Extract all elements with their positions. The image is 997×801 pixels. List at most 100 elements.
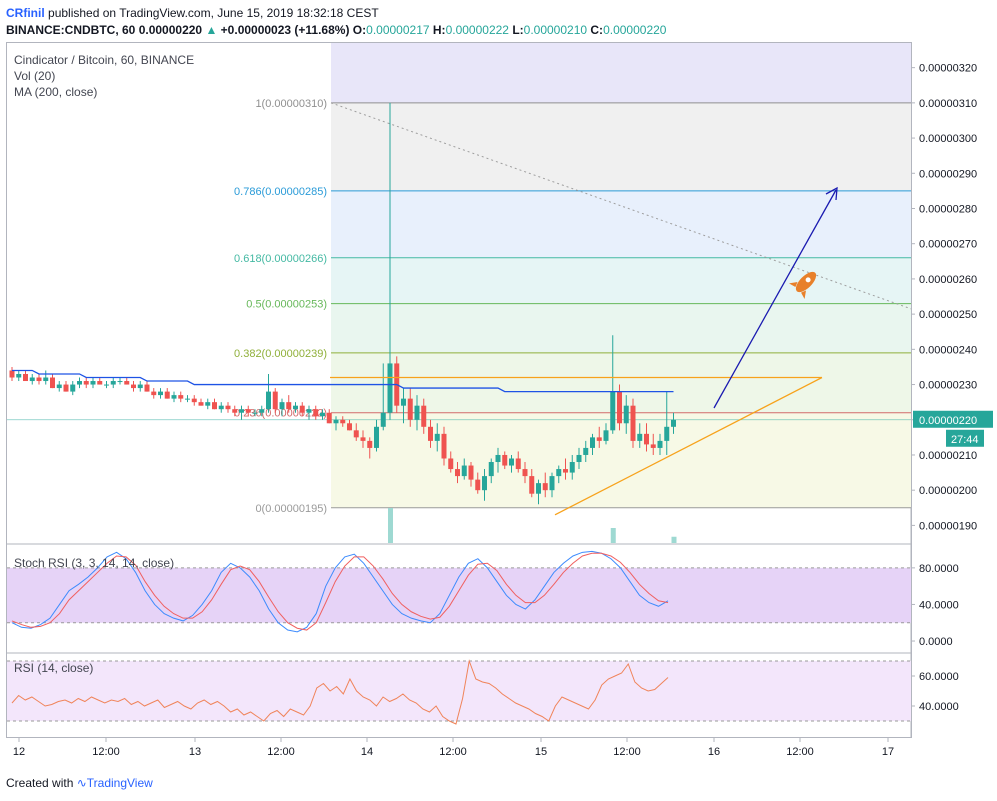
candle-body: [259, 409, 265, 413]
candle-body: [434, 433, 440, 441]
candle-body: [502, 454, 508, 466]
y-tick-label: 0.00000230: [919, 380, 977, 392]
last-price-badge: [913, 410, 993, 428]
candle-body: [313, 409, 319, 417]
fib-zone: [331, 102, 911, 191]
y-tick-label: 0.00000210: [919, 450, 977, 462]
candle-body: [367, 440, 373, 448]
candle-body: [23, 373, 28, 382]
high-label: H:: [432, 23, 446, 37]
x-tick-label: 14: [361, 746, 373, 758]
candle-body: [16, 373, 22, 378]
candle-body: [56, 384, 62, 389]
header-publish-line: CRfinil published on TradingView.com, Ju…: [6, 6, 379, 20]
rocket-body: [795, 271, 817, 293]
up-triangle-icon: ▲: [205, 23, 218, 37]
candle-body: [70, 384, 76, 392]
target-arrow: [713, 189, 837, 409]
close-label: C:: [590, 23, 604, 37]
candle-body: [36, 377, 42, 382]
rsi-line: [11, 659, 669, 725]
published-text: published on TradingView.com, June 15, 2…: [48, 6, 379, 20]
candle-body: [326, 412, 332, 424]
fib-level-label: 0.618(0.00000266): [234, 253, 327, 265]
y-tick-label: 0.00000200: [919, 485, 977, 497]
candle-body: [610, 391, 616, 431]
tradingview-brand[interactable]: TradingView: [86, 776, 153, 790]
candle-body: [212, 402, 217, 410]
candle-body: [623, 405, 629, 424]
rocket-fins: [789, 282, 806, 299]
candle-body: [488, 462, 494, 477]
volume-bar: [671, 536, 677, 543]
x-tick-label: 13: [189, 746, 201, 758]
tradingview-logo-icon: ∿: [76, 776, 87, 790]
candle-body: [286, 402, 292, 410]
volume-bar: [610, 528, 616, 543]
candle-body: [171, 395, 177, 399]
candle-body: [353, 430, 359, 438]
high-value: 0.00000222: [445, 23, 509, 37]
candle-body: [461, 465, 467, 477]
ma-legend: MA (200, close): [14, 85, 98, 99]
candle-body: [185, 398, 190, 400]
candle-body: [664, 426, 670, 441]
candle-body: [515, 458, 521, 470]
candle-body: [198, 402, 204, 406]
candle-body: [644, 433, 649, 445]
volume-legend: Vol (20): [14, 69, 56, 83]
candle-body: [387, 363, 393, 413]
fib-zone: [331, 412, 911, 508]
candle-body: [428, 426, 433, 441]
author-link[interactable]: CRfinil: [6, 6, 45, 20]
candle-body: [596, 437, 602, 441]
fib-level-label: 0.382(0.00000239): [234, 348, 327, 360]
y-tick-label: 0.00000300: [919, 133, 977, 145]
x-tick-label: 12:00: [613, 746, 641, 758]
fib-level-label: 1(0.00000310): [255, 98, 327, 110]
candle-body: [509, 458, 514, 466]
candle-body: [590, 437, 595, 448]
stoch-legend: Stoch RSI (3, 3, 14, 14, close): [14, 556, 175, 570]
countdown-badge-label: 27:44: [951, 434, 979, 446]
candle-body: [50, 377, 55, 389]
candle-body: [239, 409, 244, 413]
candle-body: [407, 398, 413, 420]
candle-body: [252, 412, 258, 414]
candle-body: [218, 405, 224, 410]
candle-body: [630, 405, 636, 441]
candle-body: [569, 462, 575, 473]
candle-body: [583, 447, 589, 455]
candle-body: [522, 469, 528, 477]
target-arrow-head: [825, 186, 838, 201]
y-tick-label: 0.00000270: [919, 239, 977, 251]
candle-body: [225, 405, 231, 410]
y-tick-label: 0.00000240: [919, 344, 977, 356]
candle-body: [205, 402, 211, 406]
close-value: 0.00000220: [603, 23, 667, 37]
candle-body: [536, 483, 541, 494]
open-label: O:: [352, 23, 367, 37]
low-value: 0.00000210: [523, 23, 588, 37]
x-tick-label: 12:00: [92, 746, 120, 758]
candle-body: [650, 444, 656, 448]
rsi-legend: RSI (14, close): [14, 661, 94, 675]
fib-zone: [331, 43, 911, 103]
candle-body: [556, 469, 562, 477]
candle-body: [83, 381, 89, 385]
candle-body: [9, 370, 15, 378]
candle-body: [137, 384, 143, 389]
stoch-d-line: [11, 552, 669, 631]
candle-body: [306, 409, 312, 413]
symbol-text: BINANCE:CNDBTC, 60: [6, 23, 136, 37]
rsi-y-tick-label: 60.0000: [919, 671, 959, 683]
y-tick-label: 0.00000310: [919, 98, 977, 110]
candle-body: [320, 412, 325, 417]
x-tick-label: 17: [882, 746, 894, 758]
candle-body: [104, 384, 109, 386]
y-tick-label: 0.00000250: [919, 309, 977, 321]
candle-body: [110, 381, 116, 385]
fib-level-label: 0.786(0.00000285): [234, 186, 327, 198]
ma200-line: [12, 369, 674, 393]
